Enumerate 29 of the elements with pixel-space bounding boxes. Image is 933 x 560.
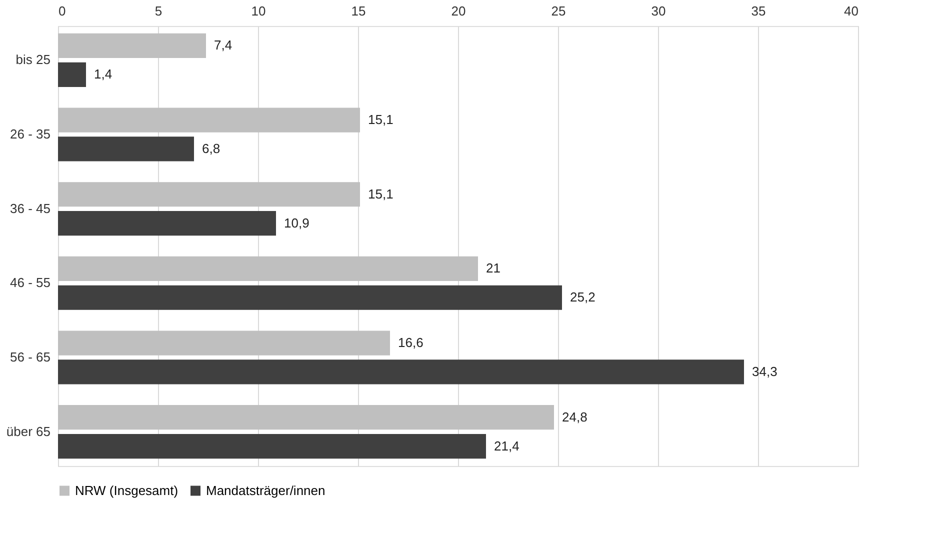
x-tick-label: 0 xyxy=(58,4,66,18)
x-tick-label: 10 xyxy=(251,4,266,18)
data-label: 25,2 xyxy=(570,290,596,305)
y-tick-label: über 65 xyxy=(6,424,50,439)
data-label: 1,4 xyxy=(94,66,112,82)
data-label: 7,4 xyxy=(214,38,232,53)
x-tick-label: 35 xyxy=(751,4,766,18)
y-tick-label: 36 - 45 xyxy=(10,200,50,216)
data-label: 34,3 xyxy=(752,364,778,379)
y-tick-label: 46 - 55 xyxy=(10,275,50,290)
y-tick-label: bis 25 xyxy=(16,52,50,68)
x-tick-label: 20 xyxy=(451,4,466,18)
data-label: 15,1 xyxy=(368,186,394,202)
data-label: 24,8 xyxy=(562,409,588,424)
x-tick-label: 15 xyxy=(351,4,366,18)
x-tick-label: 5 xyxy=(154,4,162,18)
x-tick-label: 40 xyxy=(844,4,858,18)
data-label: 21 xyxy=(486,260,500,276)
data-label: 15,1 xyxy=(368,112,394,128)
y-tick-label: 56 - 65 xyxy=(10,349,50,364)
legend-label: Mandatsträger/innen xyxy=(206,482,326,498)
legend-label: NRW (Insgesamt) xyxy=(75,482,178,498)
data-label: 16,6 xyxy=(398,335,424,350)
data-label: 10,9 xyxy=(284,215,310,230)
data-label: 21,4 xyxy=(494,438,520,454)
data-label: 6,8 xyxy=(202,140,220,156)
x-tick-label: 25 xyxy=(551,4,566,18)
x-tick-label: 30 xyxy=(651,4,666,18)
y-tick-label: 26 - 35 xyxy=(10,126,50,142)
